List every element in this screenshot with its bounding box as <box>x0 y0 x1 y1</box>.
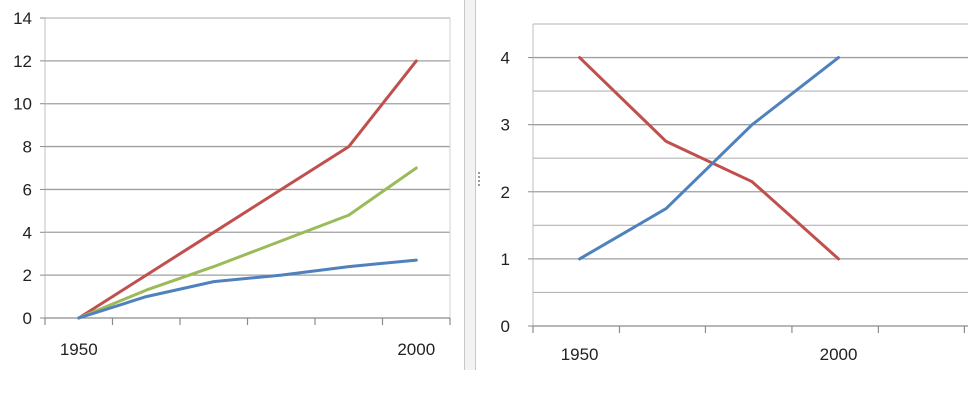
x-tick-label: 2000 <box>397 340 435 359</box>
gridlines <box>533 23 968 293</box>
y-tick-label: 8 <box>23 138 32 157</box>
series-line <box>578 56 840 261</box>
line-chart-left: 0 2 4 6 8 10 12 14 1950 2000 <box>13 9 451 359</box>
gridlines <box>45 17 450 276</box>
line-chart-right: 0 1 2 3 4 1950 2000 <box>501 23 968 364</box>
y-tick-label: 10 <box>13 95 32 114</box>
x-tick-label: 2000 <box>820 345 858 364</box>
series-lines <box>578 56 840 261</box>
series-line <box>77 166 418 320</box>
y-tick-label: 2 <box>501 183 510 202</box>
y-tick-label: 0 <box>501 317 510 336</box>
splitter-grip-icon[interactable] <box>478 172 482 186</box>
y-tick-label: 4 <box>23 223 32 242</box>
y-tick-label: 1 <box>501 250 510 269</box>
y-tick-label: 3 <box>501 116 510 135</box>
series-line <box>77 258 418 320</box>
y-tick-label: 0 <box>23 309 32 328</box>
axes <box>40 17 451 325</box>
y-tick-label: 4 <box>501 49 510 68</box>
axes <box>528 24 968 333</box>
y-tick-label: 14 <box>13 9 32 28</box>
tick-labels: 0 1 2 3 4 1950 2000 <box>501 49 858 364</box>
y-tick-label: 2 <box>23 266 32 285</box>
tick-labels: 0 2 4 6 8 10 12 14 1950 2000 <box>13 9 435 359</box>
pane-divider[interactable] <box>464 0 476 370</box>
series-line <box>578 56 840 261</box>
x-tick-label: 1950 <box>561 345 599 364</box>
x-tick-label: 1950 <box>60 340 98 359</box>
y-tick-label: 6 <box>23 180 32 199</box>
series-line <box>77 59 418 320</box>
y-tick-label: 12 <box>13 52 32 71</box>
series-lines <box>77 59 418 320</box>
